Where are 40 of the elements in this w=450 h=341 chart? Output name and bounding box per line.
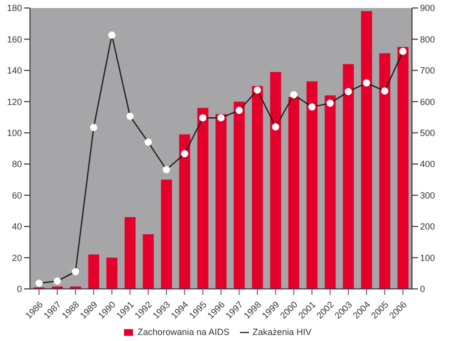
bar — [160, 180, 172, 289]
bar — [179, 134, 190, 289]
y-tick-label: 80 — [12, 159, 22, 170]
y-tick-label: 100 — [6, 128, 22, 138]
y-tick-label: 120 — [6, 96, 22, 107]
bar — [288, 96, 300, 289]
bar — [397, 47, 408, 289]
y2-tick-label: 0 — [420, 284, 426, 294]
legend-label: Zakażenia HIV — [252, 326, 312, 337]
bar — [142, 234, 154, 289]
bar — [361, 11, 372, 289]
bar — [270, 72, 282, 289]
bar — [252, 86, 263, 289]
bar — [197, 108, 208, 289]
bar — [234, 102, 245, 289]
bar — [379, 53, 390, 289]
y2-tick-label: 100 — [420, 252, 436, 263]
y-tick-label: 40 — [12, 222, 22, 232]
bar — [124, 217, 136, 289]
bar — [216, 114, 227, 289]
y-tick-label: 60 — [12, 190, 22, 200]
bar — [324, 95, 336, 289]
y2-tick-label: 300 — [420, 190, 436, 200]
y2-tick-label: 400 — [420, 159, 436, 170]
y2-tick-label: 500 — [420, 128, 436, 138]
legend-label: Zachorowania na AIDS — [137, 326, 230, 337]
y-tick-label: 140 — [6, 66, 22, 76]
bar — [342, 64, 354, 289]
bar — [106, 258, 118, 289]
y-tick-label: 20 — [12, 252, 22, 263]
y2-tick-label: 900 — [420, 3, 436, 14]
y2-tick-label: 600 — [420, 96, 436, 107]
y2-tick-label: 700 — [420, 66, 436, 76]
y-tick-label: 160 — [6, 34, 22, 44]
bar — [306, 81, 318, 289]
y2-tick-label: 200 — [420, 222, 436, 232]
bar — [88, 254, 100, 289]
y-tick-label: 180 — [6, 3, 22, 14]
y-tick-label: 0 — [16, 284, 22, 294]
y2-tick-label: 800 — [420, 34, 436, 44]
